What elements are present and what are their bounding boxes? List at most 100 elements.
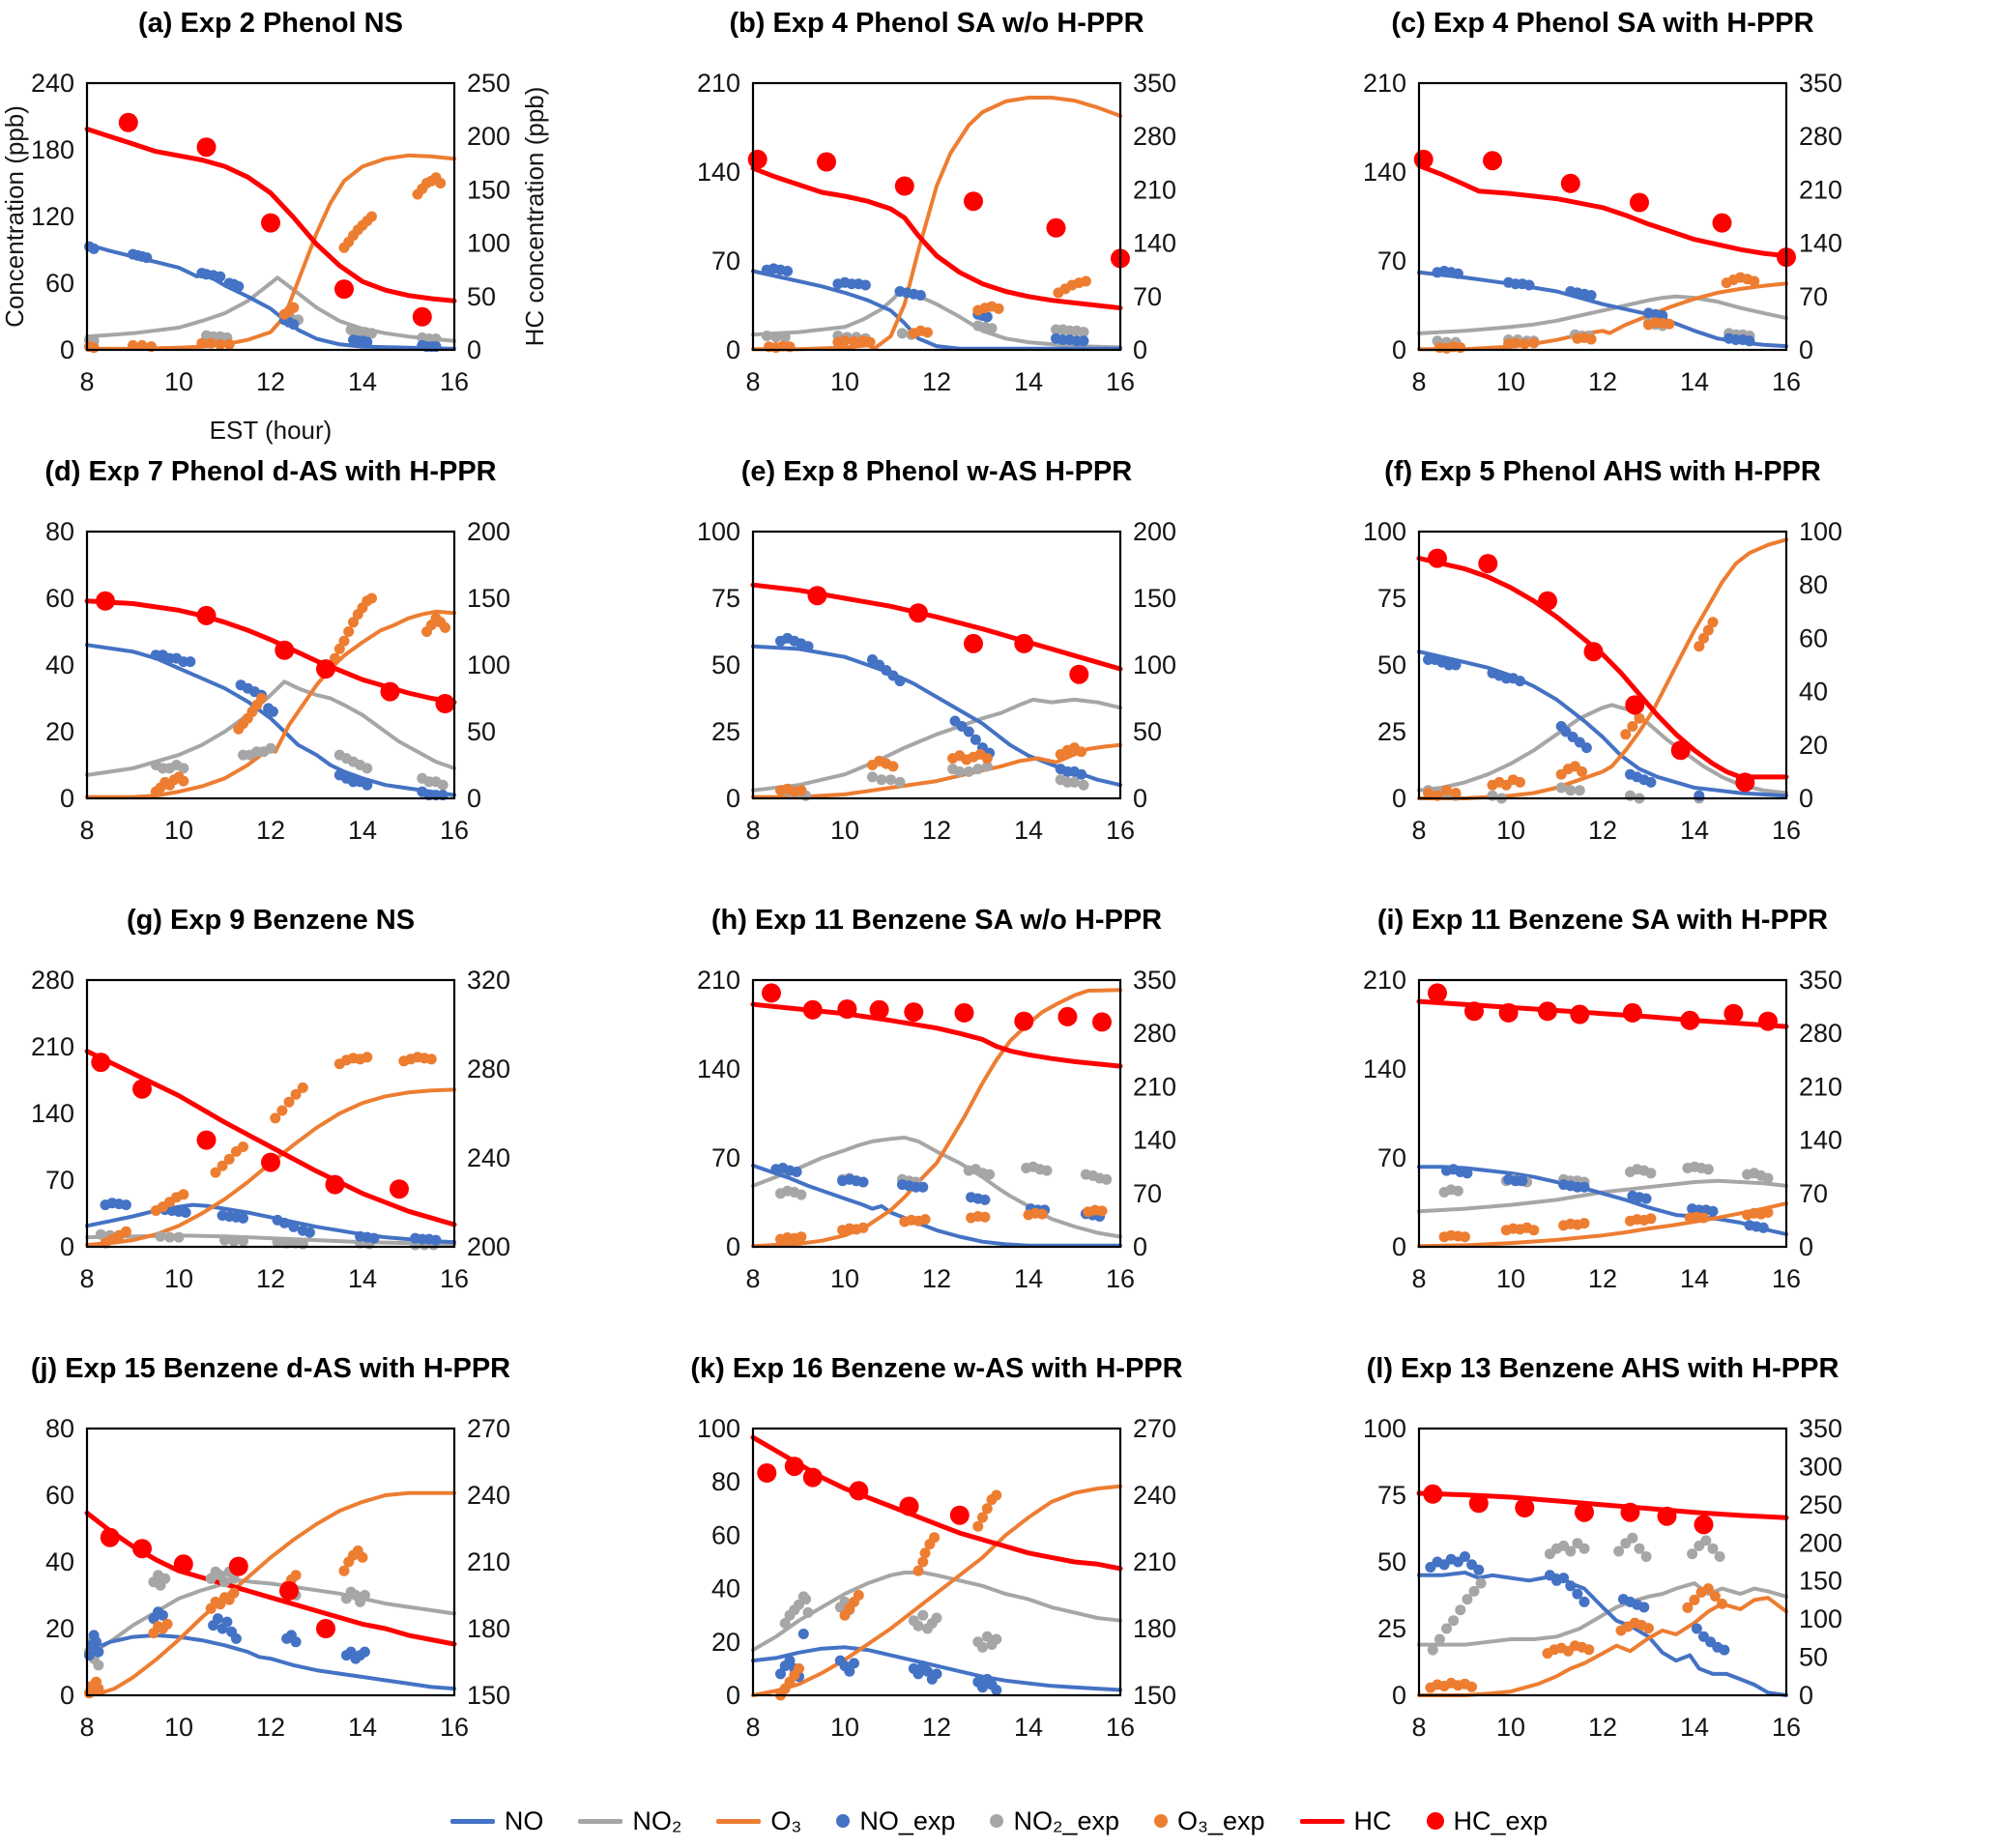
right-tick-label: 100	[1799, 1604, 1842, 1633]
right-tick-label: 80	[1799, 570, 1828, 599]
right-tick-label: 350	[1799, 966, 1842, 995]
x-tick-label: 16	[1772, 1264, 1801, 1293]
right-tick-label: 150	[1133, 1681, 1176, 1710]
left-tick-label: 140	[697, 158, 740, 187]
left-tick-label: 40	[45, 1547, 74, 1576]
legend-label-NO2_exp: NO₂_exp	[1013, 1805, 1119, 1835]
right-tick-label: 140	[1133, 229, 1176, 258]
left-tick-label: 20	[45, 717, 74, 746]
right-tick-label: 150	[1799, 1567, 1842, 1596]
right-tick-label: 70	[1133, 1179, 1162, 1208]
charts-grid: (a) Exp 2 Phenol NS 0 60 120 180 240 0 50 100 150…	[0, 8, 1842, 1794]
panel-h: (h) Exp 11 Benzene SA w/o H-PPR 0 70 140 210…	[666, 897, 1332, 1345]
right-tick-label: 320	[467, 966, 510, 995]
panel-k: (k) Exp 16 Benzene w-AS with H-PPR 0 20 40 6…	[666, 1345, 1332, 1794]
right-tick-label: 50	[467, 717, 496, 746]
b-HC-line	[750, 165, 1123, 311]
left-tick-label: 100	[1363, 1414, 1406, 1443]
h-O3_exp-points	[775, 1204, 1108, 1245]
left-tick-label: 210	[1363, 69, 1406, 98]
legend-item-HC: HC	[1299, 1806, 1392, 1836]
left-tick-label: 0	[60, 335, 74, 364]
left-tick-label: 180	[31, 135, 74, 164]
right-tick-label: 200	[1133, 517, 1176, 546]
e-NO2-line	[751, 697, 1122, 793]
left-tick-label: 140	[1363, 158, 1406, 187]
x-axis-label: EST (hour)	[210, 416, 333, 445]
legend-label-NO2: NO₂	[632, 1805, 682, 1835]
right-tick-label: 0	[1133, 335, 1147, 364]
chart-a: 0 60 120 180 240 0 50 100 150 200 250 8 10 12 14 16 Conc…	[0, 69, 549, 445]
x-tick-label: 14	[348, 367, 377, 396]
panel-title-k: (k) Exp 16 Benzene w-AS with H-PPR	[690, 1353, 1183, 1384]
plot-border-h	[751, 978, 1122, 1249]
x-tick-label: 16	[1772, 1713, 1801, 1742]
k-NO2_exp-points	[779, 1591, 1002, 1653]
right-tick-label: 70	[1799, 1179, 1828, 1208]
i-NO2-line	[1417, 1178, 1788, 1214]
right-tick-label: 150	[467, 175, 510, 204]
left-tick-label: 80	[45, 1414, 74, 1443]
left-tick-label: 60	[45, 269, 74, 298]
plot-border-f	[1417, 530, 1788, 800]
k-HC_exp-points	[757, 1457, 970, 1525]
l-NO-line	[1417, 1571, 1788, 1697]
x-tick-label: 8	[1411, 1713, 1426, 1742]
right-tick-label: 180	[467, 1614, 510, 1643]
x-tick-label: 8	[79, 816, 94, 845]
j-NO-line	[85, 1632, 456, 1691]
x-tick-label: 14	[1014, 1264, 1043, 1293]
right-tick-label: 200	[467, 1232, 510, 1261]
plot-border-c	[1417, 81, 1788, 352]
NO_exp-legend-dot-sample	[836, 1814, 851, 1828]
panel-title-l: (l) Exp 13 Benzene AHS with H-PPR	[1366, 1353, 1839, 1384]
left-tick-label: 210	[31, 1032, 74, 1061]
panel-title-g: (g) Exp 9 Benzene NS	[126, 905, 416, 936]
x-tick-label: 12	[1588, 816, 1617, 845]
x-tick-label: 14	[1680, 816, 1709, 845]
left-tick-label: 0	[60, 784, 74, 813]
x-tick-label: 8	[1411, 367, 1426, 396]
e-NO_exp-points	[775, 632, 1087, 780]
i-O3_exp-points	[1438, 1207, 1774, 1243]
right-tick-label: 140	[1799, 1126, 1842, 1155]
right-tick-label: 60	[1799, 623, 1828, 652]
right-tick-label: 40	[1799, 678, 1828, 707]
d-HC-line	[84, 598, 457, 706]
k-NO_exp-points	[775, 1629, 1002, 1695]
x-tick-label: 12	[922, 816, 951, 845]
a-O3-line	[85, 153, 456, 351]
g-O3_exp-points	[100, 1052, 437, 1249]
left-tick-label: 140	[1363, 1054, 1406, 1083]
x-tick-label: 10	[1496, 1713, 1525, 1742]
left-tick-label: 20	[45, 1614, 74, 1643]
x-tick-label: 10	[830, 816, 859, 845]
c-NO_exp-points	[1432, 266, 1755, 347]
f-NO2_exp-points	[1423, 782, 1705, 804]
d-NO-line	[85, 643, 456, 797]
left-tick-label: 100	[697, 517, 740, 546]
right-tick-label: 200	[467, 122, 510, 151]
k-HC-line	[750, 1434, 1123, 1572]
panel-title-e: (e) Exp 8 Phenol w-AS H-PPR	[740, 456, 1133, 487]
chart-c: 0 70 140 210 0 70 140 210 280 350 8 10 12 14 16	[1363, 69, 1842, 396]
x-tick-label: 8	[79, 367, 94, 396]
legend-label-NO: NO	[504, 1805, 544, 1835]
right-tick-label: 0	[1799, 1681, 1813, 1710]
right-tick-label: 280	[1133, 1019, 1176, 1048]
left-tick-label: 0	[726, 1232, 740, 1261]
right-tick-label: 210	[1799, 175, 1842, 204]
x-tick-label: 16	[440, 1713, 469, 1742]
c-NO2-line	[1417, 294, 1788, 335]
x-tick-label: 14	[1680, 1264, 1709, 1293]
right-tick-label: 280	[467, 1054, 510, 1083]
NO2-legend-line-sample	[578, 1818, 623, 1824]
x-tick-label: 8	[745, 1713, 760, 1742]
left-tick-label: 100	[1363, 517, 1406, 546]
panel-title-b: (b) Exp 4 Phenol SA w/o H-PPR	[729, 8, 1144, 39]
left-tick-label: 50	[711, 650, 740, 679]
legend-item-HC_exp: HC_exp	[1426, 1806, 1548, 1836]
left-tick-label: 100	[697, 1414, 740, 1443]
right-tick-label: 250	[467, 69, 510, 98]
x-tick-label: 10	[830, 367, 859, 396]
